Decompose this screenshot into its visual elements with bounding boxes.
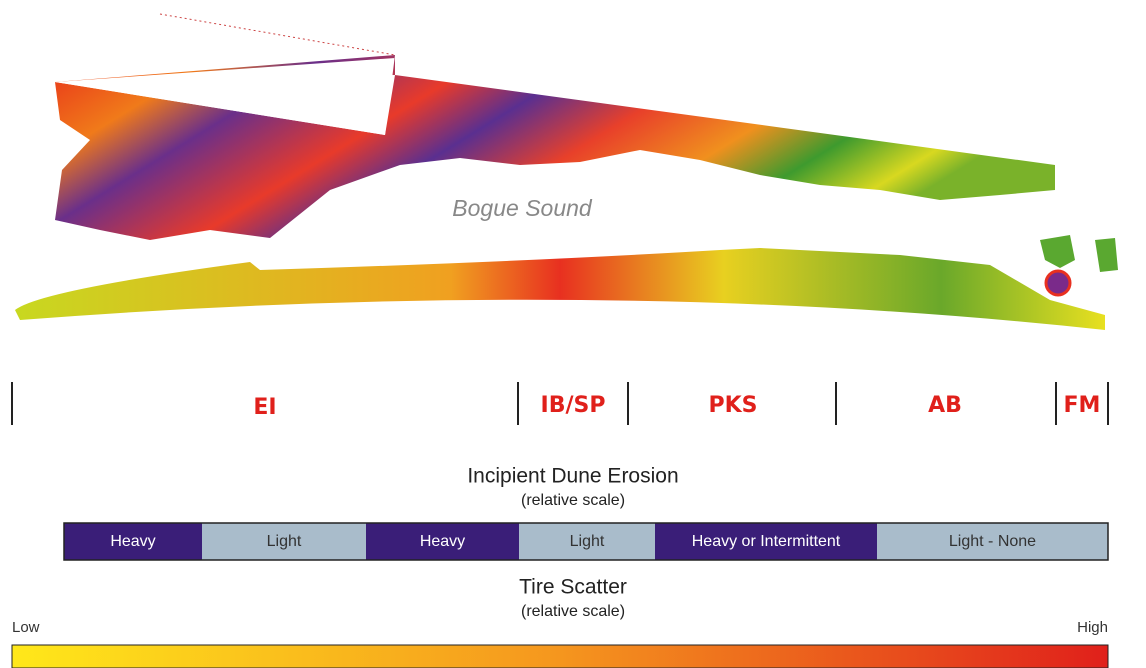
erosion-title: Incipient Dune Erosion (467, 465, 678, 488)
inlet-island (1046, 271, 1070, 295)
erosion-segment-label: Light (570, 533, 605, 550)
figure: Bogue Sound EI IB/SP PKS AB FM Incipient… (0, 0, 1146, 668)
survey-edge (160, 14, 395, 55)
scatter-gradient-bar (12, 645, 1108, 668)
erosion-segment-label: Light - None (949, 533, 1036, 550)
high-label: High (1077, 619, 1108, 636)
section-label: PKS (708, 393, 757, 418)
erosion-segment-label: Heavy (110, 533, 155, 550)
inlet-land (1040, 235, 1118, 272)
water-label: Bogue Sound (452, 195, 593, 221)
section-label: AB (928, 393, 962, 418)
erosion-subtitle: (relative scale) (521, 492, 625, 509)
section-label: EI (253, 395, 276, 420)
barrier-island (15, 248, 1105, 330)
low-label: Low (12, 619, 40, 636)
section-label: IB/SP (541, 393, 606, 418)
erosion-bar: Heavy Light Heavy Light Heavy or Intermitten… (64, 523, 1108, 560)
scatter-title: Tire Scatter (519, 576, 627, 599)
section-label: FM (1064, 393, 1101, 418)
erosion-segment-label: Heavy (420, 533, 465, 550)
erosion-segment-label: Heavy or Intermittent (692, 533, 841, 550)
scatter-subtitle: (relative scale) (521, 603, 625, 620)
erosion-segment-label: Light (267, 533, 302, 550)
